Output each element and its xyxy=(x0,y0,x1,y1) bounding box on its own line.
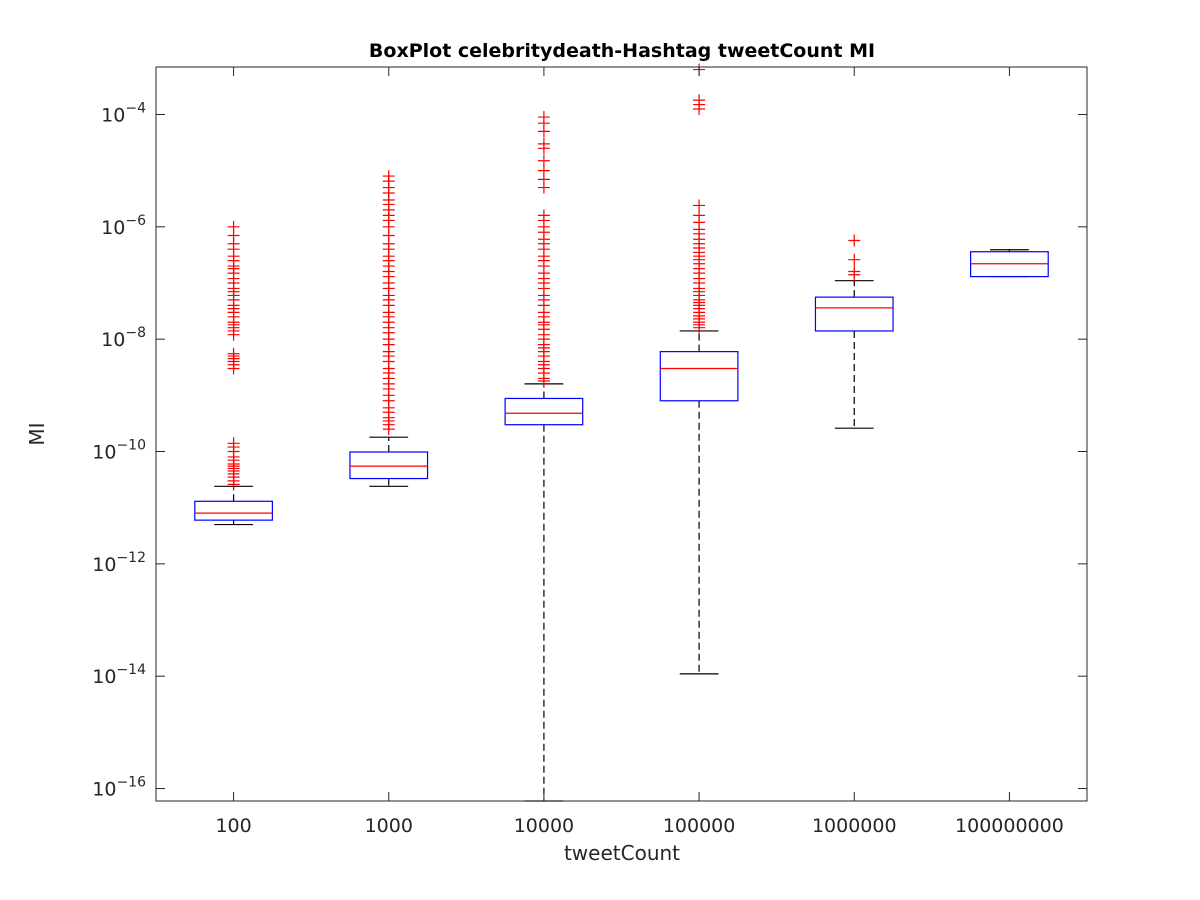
iqr-box xyxy=(504,397,584,426)
iqr-box xyxy=(814,296,894,332)
y-axis-label: MI xyxy=(25,422,49,445)
outlier-marker xyxy=(693,94,706,107)
y-tick-label: 10−12 xyxy=(92,550,146,576)
plot-area xyxy=(156,67,1087,801)
outlier-marker xyxy=(227,437,240,450)
y-tick-label: 10−6 xyxy=(101,213,146,239)
y-tick-label: 10−8 xyxy=(101,325,146,351)
outlier-marker xyxy=(693,199,706,212)
box-100 xyxy=(194,220,273,526)
box-10000 xyxy=(504,111,584,802)
chart-title: BoxPlot celebritydeath-Hashtag tweetCoun… xyxy=(369,40,875,62)
iqr-box xyxy=(659,351,739,402)
y-tick-label: 10−4 xyxy=(101,100,146,126)
axes-layer: 10−16 10−14 10−12 10−10 10−8 10−6 10−4 100 1000 1… xyxy=(92,66,1088,837)
x-tick-label: 1000 xyxy=(365,815,413,837)
x-tick-label: 1000000 xyxy=(812,815,897,837)
box-100000 xyxy=(659,63,739,675)
outlier-marker xyxy=(537,209,550,222)
plot-layer xyxy=(194,63,1049,802)
x-axis-label: tweetCount xyxy=(564,841,680,865)
outlier-marker xyxy=(382,170,395,183)
box-1000 xyxy=(349,170,429,487)
outlier-marker xyxy=(848,265,861,278)
x-tick-label: 100 xyxy=(215,815,251,837)
x-tick-label: 100000 xyxy=(663,815,736,837)
axes-frame xyxy=(155,66,1088,802)
box-100000000 xyxy=(970,249,1049,278)
box-1000000 xyxy=(814,234,894,429)
x-tick-label: 100000000 xyxy=(955,815,1064,837)
outlier-marker xyxy=(227,347,240,360)
outlier-marker xyxy=(537,111,550,124)
iqr-box xyxy=(349,451,429,480)
x-tick-label: 10000 xyxy=(514,815,574,837)
y-tick-label: 10−10 xyxy=(92,438,146,464)
outlier-marker xyxy=(227,220,240,233)
outlier-marker xyxy=(848,234,861,247)
iqr-box xyxy=(194,500,273,521)
outlier-marker xyxy=(537,137,550,150)
y-tick-label: 10−14 xyxy=(92,662,146,688)
outlier-marker xyxy=(537,154,550,167)
y-tick-label: 10−16 xyxy=(92,775,146,801)
outlier-marker xyxy=(848,253,861,266)
